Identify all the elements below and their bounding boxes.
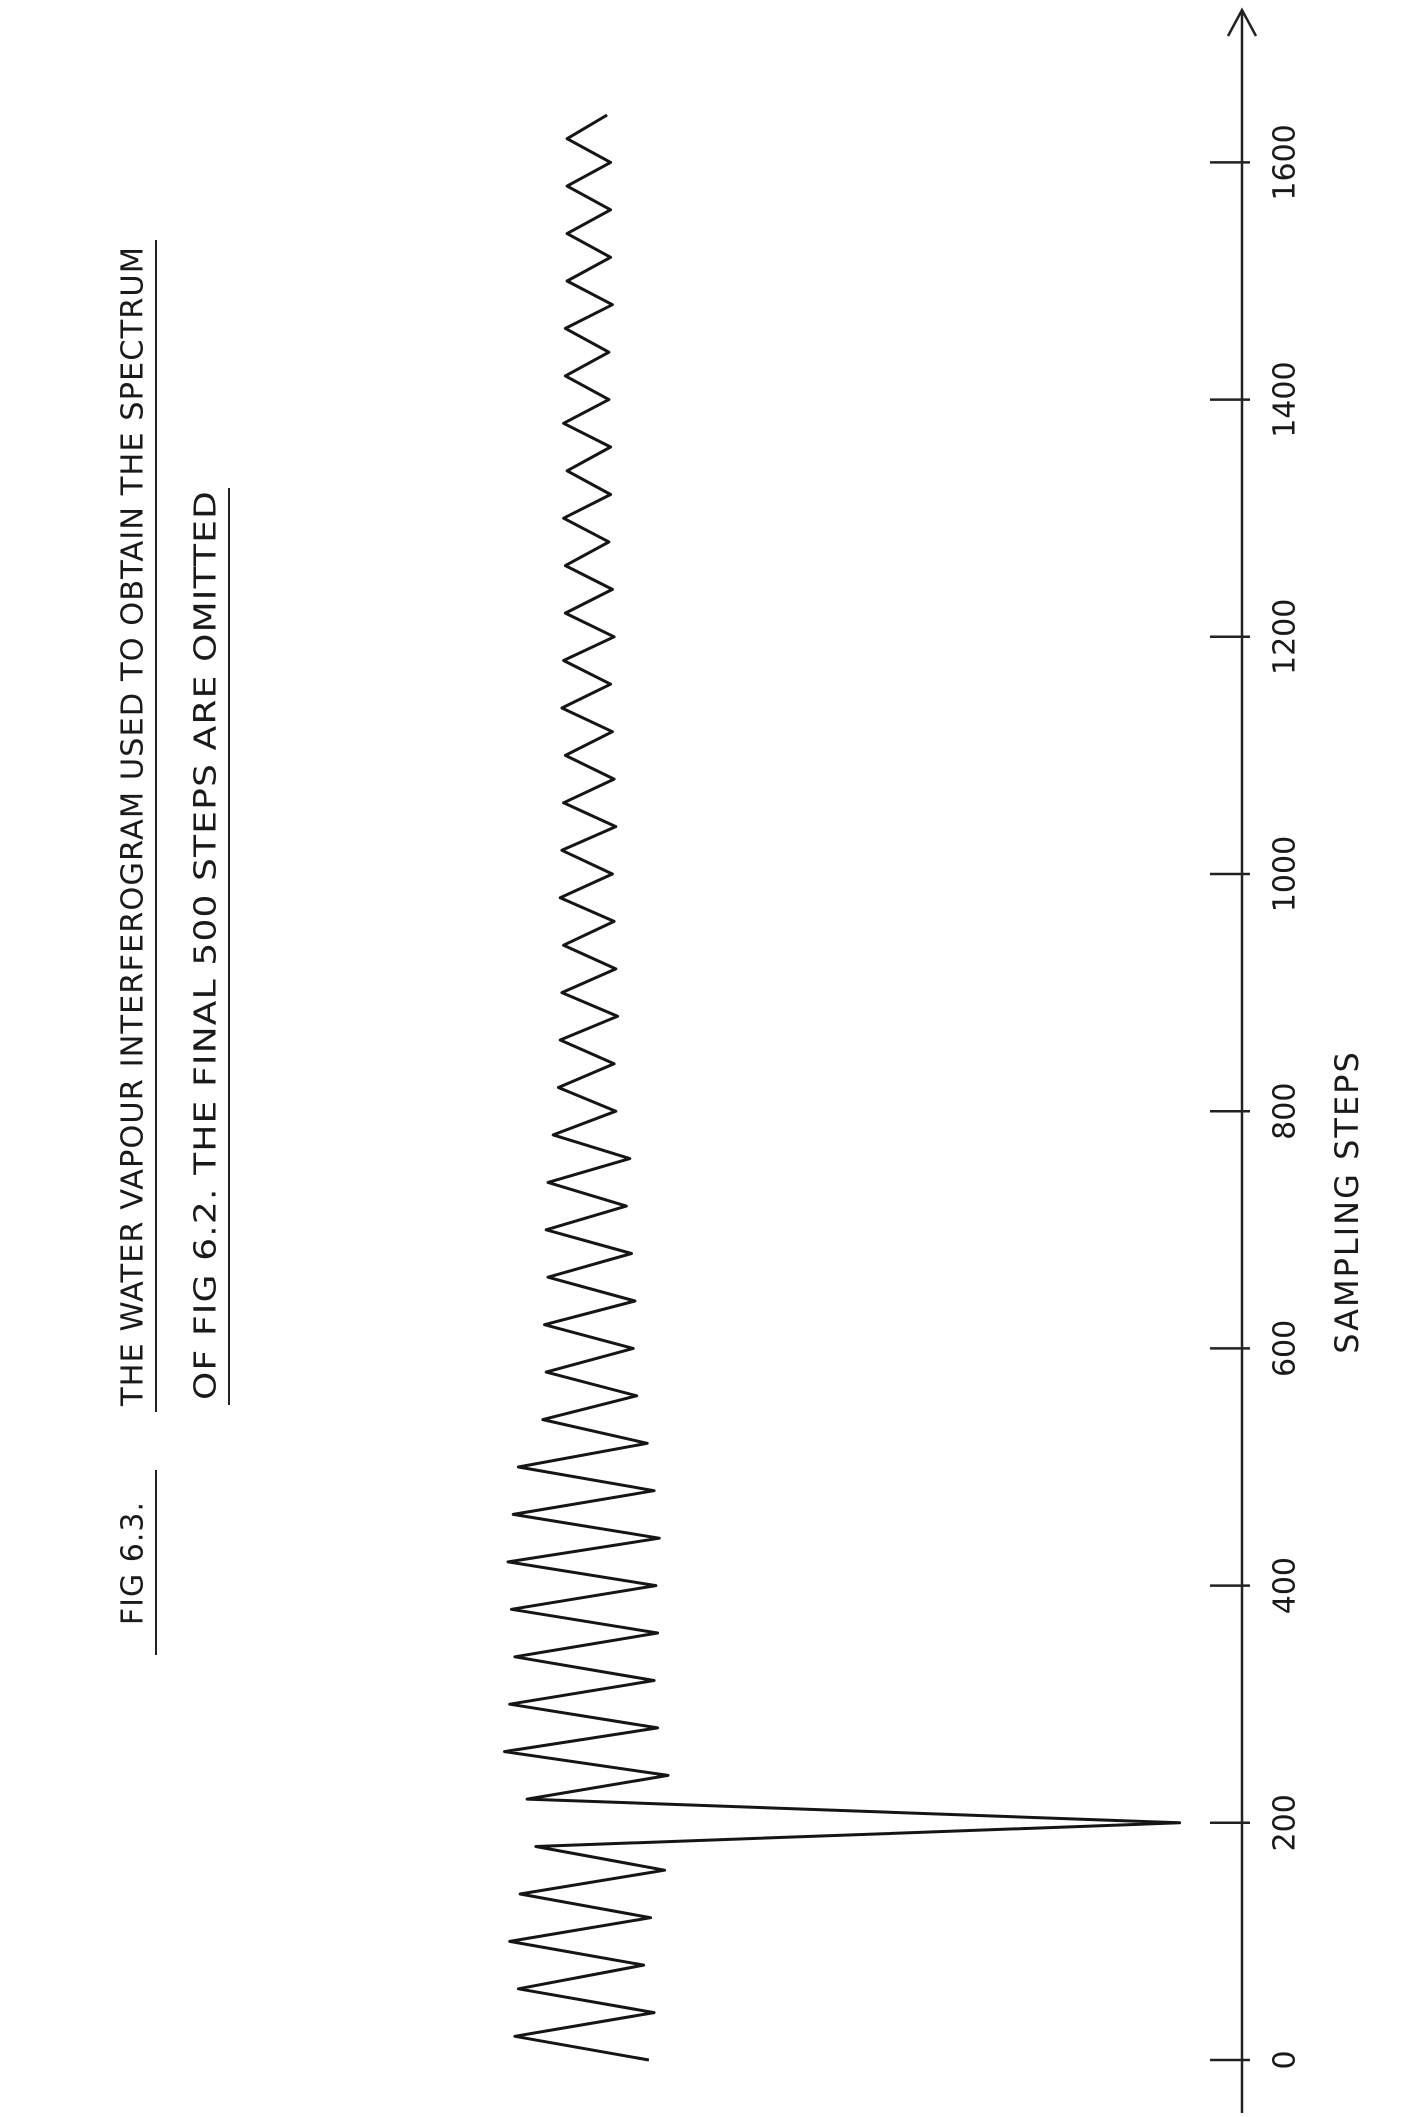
x-axis-label: SAMPLING STEPS xyxy=(1328,1050,1366,1354)
x-tick-label: 400 xyxy=(1268,1557,1303,1614)
chart-subtitle: OF FIG 6.2. THE FINAL 500 STEPS ARE OMIT… xyxy=(189,490,224,1400)
chart: FIG 6.3. THE WATER VAPOUR INTERFEROGRAM … xyxy=(0,0,1403,2113)
page: {"chart_data": {"type": "line", "title":… xyxy=(0,0,1403,2113)
x-tick-label: 800 xyxy=(1268,1083,1303,1140)
x-tick-label: 1000 xyxy=(1268,836,1303,912)
chart-subtitle: THE WATER VAPOUR INTERFEROGRAM USED TO O… xyxy=(116,246,151,1407)
x-tick-label: 200 xyxy=(1268,1794,1303,1851)
x-tick-label: 600 xyxy=(1268,1320,1303,1377)
x-tick-label: 1600 xyxy=(1268,124,1303,200)
x-tick-label: 1400 xyxy=(1268,361,1303,437)
x-tick-label: 0 xyxy=(1268,2050,1303,2069)
x-tick-label: 1200 xyxy=(1268,599,1303,675)
chart-title: FIG 6.3. xyxy=(116,1501,151,1625)
